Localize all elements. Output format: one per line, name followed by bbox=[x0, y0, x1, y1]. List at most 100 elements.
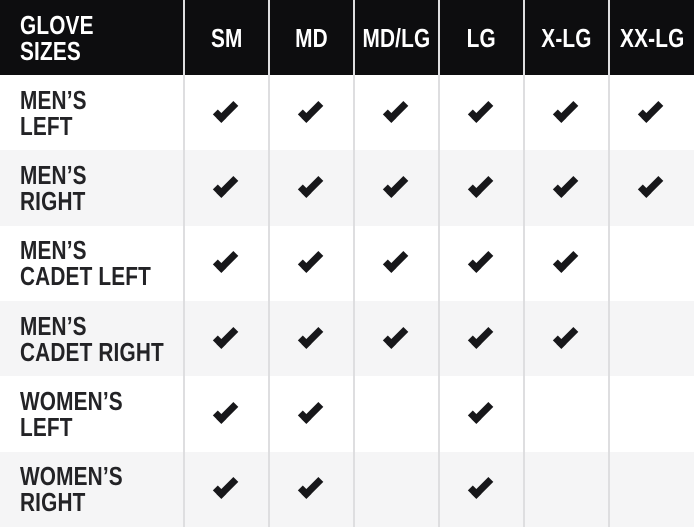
check-cell bbox=[523, 225, 608, 301]
check-cell bbox=[438, 225, 523, 301]
checkmark-icon bbox=[212, 473, 238, 500]
row-label-line2: RIGHT bbox=[20, 185, 86, 216]
row-label-line2: LEFT bbox=[20, 411, 73, 442]
row-label-line1: MEN’S bbox=[20, 84, 87, 115]
check-cell bbox=[523, 376, 608, 452]
checkmark-icon bbox=[297, 398, 323, 424]
check-cell bbox=[183, 301, 268, 377]
check-cell bbox=[183, 451, 268, 527]
check-cell bbox=[268, 376, 353, 452]
column-header-xxlg: XX-LG bbox=[608, 0, 694, 75]
check-cell bbox=[353, 451, 438, 527]
row-label-line2: LEFT bbox=[20, 110, 73, 141]
table-title: GLOVE SIZES bbox=[20, 12, 112, 64]
column-header-label: SM bbox=[210, 22, 243, 53]
table-title-cell: GLOVE SIZES bbox=[0, 0, 183, 75]
row-label-line1: WOMEN’S bbox=[20, 461, 123, 492]
row-label: MEN’S LEFT bbox=[20, 87, 103, 139]
checkmark-icon bbox=[297, 247, 323, 274]
column-header-label: XX-LG bbox=[619, 22, 685, 53]
column-header-xlg: X-LG bbox=[523, 0, 608, 75]
check-cell bbox=[608, 301, 694, 377]
check-cell bbox=[438, 301, 523, 377]
checkmark-icon bbox=[637, 97, 664, 123]
check-cell bbox=[268, 75, 353, 151]
row-label-line1: MEN’S bbox=[20, 235, 87, 266]
checkmark-icon bbox=[552, 323, 578, 349]
check-cell bbox=[183, 376, 268, 452]
row-label-womens-right: WOMEN’S RIGHT bbox=[0, 451, 183, 527]
row-label-line1: MEN’S bbox=[20, 159, 87, 190]
check-cell bbox=[438, 75, 523, 151]
checkmark-icon bbox=[212, 97, 238, 123]
row-label-mens-right: MEN’S RIGHT bbox=[0, 150, 183, 226]
checkmark-icon bbox=[467, 97, 493, 123]
column-header-sm: SM bbox=[183, 0, 268, 75]
check-cell bbox=[608, 75, 694, 151]
checkmark-icon bbox=[382, 247, 408, 274]
checkmark-icon bbox=[552, 97, 578, 123]
table-title-line2: SIZES bbox=[20, 35, 81, 66]
row-label-line1: WOMEN’S bbox=[20, 385, 123, 416]
check-cell bbox=[608, 376, 694, 452]
column-header-md: MD bbox=[268, 0, 353, 75]
checkmark-icon bbox=[212, 247, 238, 274]
column-header-label: LG bbox=[466, 22, 497, 53]
column-header-label: MD bbox=[295, 22, 328, 53]
check-cell bbox=[353, 376, 438, 452]
checkmark-icon bbox=[467, 473, 493, 500]
column-header-mdlg: MD/LG bbox=[353, 0, 438, 75]
checkmark-icon bbox=[297, 97, 323, 123]
check-cell bbox=[523, 301, 608, 377]
checkmark-icon bbox=[212, 172, 238, 198]
row-label-line1: MEN’S bbox=[20, 310, 87, 341]
checkmark-icon bbox=[212, 323, 238, 349]
check-cell bbox=[608, 150, 694, 226]
column-header-label: MD/LG bbox=[362, 22, 431, 53]
check-cell bbox=[353, 301, 438, 377]
check-cell bbox=[268, 225, 353, 301]
check-cell bbox=[183, 225, 268, 301]
check-cell bbox=[608, 451, 694, 527]
checkmark-icon bbox=[467, 323, 493, 349]
row-label-mens-cadet-right: MEN’S CADET RIGHT bbox=[0, 301, 183, 377]
row-label-mens-left: MEN’S LEFT bbox=[0, 75, 183, 151]
check-cell bbox=[183, 150, 268, 226]
check-cell bbox=[523, 150, 608, 226]
row-label: MEN’S CADET LEFT bbox=[20, 237, 184, 289]
check-cell bbox=[353, 150, 438, 226]
row-label-womens-left: WOMEN’S LEFT bbox=[0, 376, 183, 452]
checkmark-icon bbox=[382, 323, 408, 349]
checkmark-icon bbox=[552, 172, 578, 198]
checkmark-icon bbox=[552, 247, 578, 274]
row-label: MEN’S RIGHT bbox=[20, 162, 103, 214]
row-label-line2: CADET LEFT bbox=[20, 261, 152, 292]
check-cell bbox=[183, 75, 268, 151]
check-cell bbox=[268, 150, 353, 226]
check-cell bbox=[353, 225, 438, 301]
row-label: MEN’S CADET RIGHT bbox=[20, 313, 200, 365]
checkmark-icon bbox=[297, 172, 323, 198]
table-title-line1: GLOVE bbox=[20, 9, 94, 40]
row-label-line2: RIGHT bbox=[20, 487, 86, 518]
checkmark-icon bbox=[467, 247, 493, 274]
row-label-line2: CADET RIGHT bbox=[20, 336, 164, 367]
checkmark-icon bbox=[467, 398, 493, 424]
checkmark-icon bbox=[637, 172, 664, 198]
checkmark-icon bbox=[467, 172, 493, 198]
checkmark-icon bbox=[297, 473, 323, 500]
checkmark-icon bbox=[212, 398, 238, 424]
checkmark-icon bbox=[382, 97, 408, 123]
check-cell bbox=[523, 75, 608, 151]
row-label: WOMEN’S LEFT bbox=[20, 388, 149, 440]
check-cell bbox=[438, 376, 523, 452]
check-cell bbox=[438, 451, 523, 527]
check-cell bbox=[523, 451, 608, 527]
row-label-mens-cadet-left: MEN’S CADET LEFT bbox=[0, 225, 184, 301]
check-cell bbox=[608, 225, 694, 301]
check-cell bbox=[268, 451, 353, 527]
check-cell bbox=[353, 75, 438, 151]
column-header-lg: LG bbox=[438, 0, 523, 75]
check-cell bbox=[438, 150, 523, 226]
